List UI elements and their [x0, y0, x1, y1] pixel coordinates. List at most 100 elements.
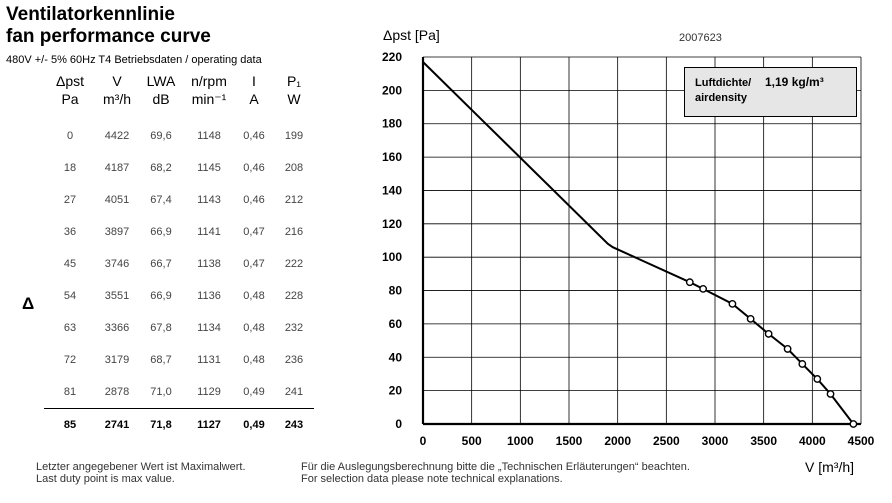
table-cell: 2878 — [104, 386, 130, 398]
x-tick-label: 3000 — [702, 434, 729, 448]
duty-point-marker — [728, 299, 737, 308]
x-tick-label: 1500 — [556, 434, 583, 448]
y-tick-label: 20 — [389, 384, 403, 398]
y-tick-label: 120 — [382, 217, 402, 231]
table-cell: 0,49 — [243, 386, 265, 398]
table-cell: 216 — [284, 226, 304, 238]
footnote-left: Letzter angegebener Wert ist Maximalwert… — [36, 461, 246, 485]
unit-lwa: dB — [152, 91, 170, 107]
table-cell: 1143 — [197, 194, 221, 206]
y-tick-label: 160 — [382, 150, 402, 164]
table-cell: 68,2 — [150, 162, 172, 174]
table-cell: 2741 — [96, 408, 138, 441]
table-row: 85 2741 71,8 1127 0,49 243 — [44, 408, 314, 441]
unit-v: m³/h — [103, 91, 131, 107]
table-cell: 0,49 — [234, 408, 274, 441]
y-tick-label: 0 — [395, 417, 402, 431]
table-cell: 0,48 — [243, 322, 265, 334]
table-header-units: Pa m³/h dB min⁻¹ A W — [44, 90, 314, 120]
table-cell: 3179 — [104, 354, 130, 366]
table-cell: 0,48 — [243, 290, 265, 302]
table-cell: 1127 — [184, 408, 234, 441]
footnote-right: Für die Auslegungsberechnung bitte die „… — [301, 461, 690, 485]
table-cell: 4051 — [104, 194, 130, 206]
x-tick-label: 500 — [462, 434, 482, 448]
table-row: 81 2878 71,0 1129 0,49 241 — [44, 376, 314, 409]
y-tick-label: 200 — [382, 83, 402, 97]
x-tick-label: 2000 — [604, 434, 631, 448]
unit-rpm: min⁻¹ — [191, 90, 227, 107]
x-tick-label: 1000 — [507, 434, 534, 448]
table-cell: 243 — [274, 408, 314, 441]
table-row: 0 4422 69,6 1148 0,46 199 — [44, 120, 314, 152]
y-axis-label: Δpst [Pa] — [383, 27, 440, 43]
table-cell: 0,47 — [243, 226, 265, 238]
duty-point-marker — [764, 330, 773, 338]
table-cell: 3551 — [104, 290, 130, 302]
table-row: 45 3746 66,7 1138 0,47 222 — [44, 248, 314, 280]
y-tick-label: 100 — [382, 250, 402, 264]
performance-table: Δpst V LWA n/rpm I P₁ Pa m³/h dB min⁻¹ A… — [44, 72, 314, 441]
table-cell: 67,4 — [150, 194, 172, 206]
table-cell: 66,9 — [150, 226, 172, 238]
table-cell: 228 — [284, 290, 304, 302]
y-tick-label: 60 — [389, 317, 403, 331]
air-density-box: Luftdichte/ airdensity 1,19 kg/m³ — [684, 67, 857, 117]
duty-point-marker — [699, 284, 708, 293]
table-cell: 4187 — [104, 162, 130, 174]
table-cell: 0,46 — [243, 162, 265, 174]
table-cell: 72 — [63, 354, 77, 366]
table-cell: 1145 — [197, 162, 221, 174]
table-cell: 0,46 — [243, 130, 265, 142]
air-density-label-de: Luftdichte/ — [695, 77, 752, 89]
table-cell: 1138 — [197, 258, 221, 270]
duty-point-marker — [798, 360, 807, 368]
table-cell: 85 — [44, 408, 96, 441]
table-cell: 0,46 — [243, 194, 265, 206]
table-cell: 68,7 — [150, 354, 172, 366]
col-lwa: LWA — [146, 73, 176, 89]
unit-i: A — [249, 91, 259, 107]
x-tick-label: 2500 — [653, 434, 680, 448]
air-density-value: 1,19 kg/m³ — [765, 75, 824, 89]
duty-point-marker — [826, 390, 835, 398]
table-cell: 36 — [63, 226, 77, 238]
table-cell: 67,8 — [150, 322, 172, 334]
table-row: 27 4051 67,4 1143 0,46 212 — [44, 184, 314, 216]
table-cell: 236 — [284, 354, 304, 366]
y-tick-label: 180 — [382, 117, 402, 131]
document-number: 2007623 — [679, 32, 722, 44]
table-cell: 66,9 — [150, 290, 172, 302]
table-cell: 0,48 — [243, 354, 265, 366]
title-en: fan performance curve — [6, 26, 211, 47]
y-tick-label: 80 — [389, 284, 403, 298]
footnote-left-en: Last duty point is max value. — [36, 473, 175, 485]
duty-point-marker — [783, 345, 792, 353]
col-p1: P₁ — [286, 73, 302, 89]
table-cell: 69,6 — [150, 130, 172, 142]
y-tick-label: 140 — [382, 183, 402, 197]
table-cell: 0,47 — [243, 258, 265, 270]
table-cell: 1136 — [197, 290, 221, 302]
table-cell: 18 — [63, 162, 77, 174]
col-v: V — [112, 73, 122, 89]
y-tick-label: 40 — [389, 350, 403, 364]
table-cell: 3897 — [104, 226, 130, 238]
table-cell: 71,0 — [150, 386, 172, 398]
table-cell: 1148 — [197, 130, 221, 142]
table-cell: 71,8 — [138, 408, 184, 441]
x-tick-label: 4500 — [848, 434, 875, 448]
footnote-left-de: Letzter angegebener Wert ist Maximalwert… — [36, 461, 246, 473]
table-cell: 208 — [284, 162, 304, 174]
table-cell: 4422 — [104, 130, 130, 142]
table-cell: 241 — [284, 386, 304, 398]
table-cell: 1131 — [197, 354, 221, 366]
table-row: 54 3551 66,9 1136 0,48 228 — [44, 280, 314, 312]
air-density-label-en: airdensity — [695, 92, 747, 104]
duty-point-marker — [685, 278, 694, 287]
table-cell: 54 — [63, 290, 77, 302]
unit-dpst: Pa — [61, 91, 79, 107]
col-rpm: n/rpm — [191, 73, 227, 89]
unit-p1: W — [287, 91, 301, 107]
